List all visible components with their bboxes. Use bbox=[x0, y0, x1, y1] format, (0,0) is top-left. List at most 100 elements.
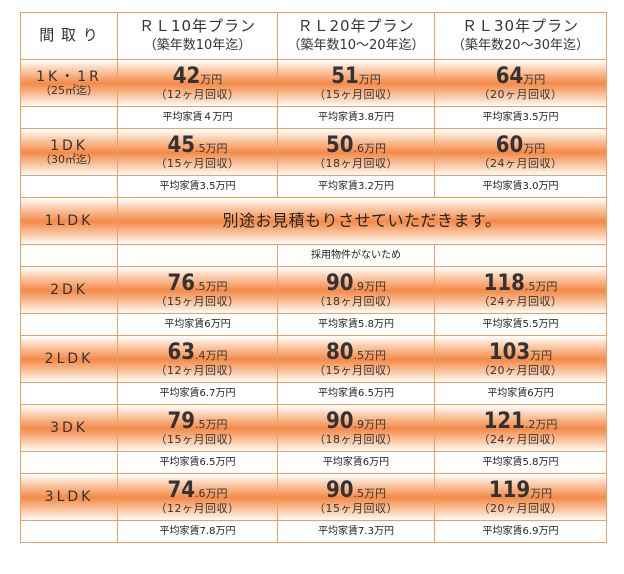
price-decimal: .5 bbox=[353, 487, 365, 501]
price-decimal: .6 bbox=[353, 142, 365, 156]
quote-message: 別途お見積もりさせていただきます。 bbox=[117, 197, 607, 245]
blank-cell bbox=[20, 175, 118, 198]
blank-cell bbox=[20, 382, 118, 405]
price-main: 76 bbox=[167, 271, 196, 297]
recovery-period: （15ヶ月回収） bbox=[155, 433, 240, 447]
price-main: 63 bbox=[167, 340, 196, 366]
layout-row-1ldk: 1LDK 別途お見積もりさせていただきます。 bbox=[20, 197, 607, 245]
average-rent-row: 平均家賃7.8万円 平均家賃7.3万円 平均家賃6.9万円 bbox=[20, 520, 607, 543]
average-rent: 平均家賃7.8万円 bbox=[117, 520, 278, 543]
price-cell: 76.5万円 （15ヶ月回収） bbox=[117, 266, 278, 314]
layout-type-cell: 3DK bbox=[20, 404, 118, 452]
plan-header: ＲＬ30年プラン （築年数20～30年迄） bbox=[434, 12, 607, 60]
price-cell: 90.9万円 （18ヶ月回収） bbox=[277, 266, 435, 314]
price-unit: 万円 bbox=[205, 418, 228, 432]
price-unit: 万円 bbox=[364, 349, 387, 363]
header-row: 間 取 り ＲＬ10年プラン （築年数10年迄） ＲＬ20年プラン （築年数10… bbox=[20, 12, 607, 60]
price-main: 80 bbox=[325, 340, 354, 366]
layout-type-cell: 1LDK bbox=[20, 197, 118, 245]
layout-header: 間 取 り bbox=[20, 12, 118, 60]
price-unit: 万円 bbox=[523, 142, 546, 156]
price-unit: 万円 bbox=[200, 73, 223, 87]
layout-type-cell: 2DK bbox=[20, 266, 118, 314]
average-rent: 平均家賃6.5万円 bbox=[277, 382, 435, 405]
price-cell: 45.5万円 （15ヶ月回収） bbox=[117, 128, 278, 176]
price-unit: 万円 bbox=[535, 418, 558, 432]
price-unit: 万円 bbox=[523, 73, 546, 87]
average-rent: 平均家賃４万円 bbox=[117, 106, 278, 129]
recovery-period: （12ヶ月回収） bbox=[155, 502, 240, 516]
average-rent: 平均家賃6.5万円 bbox=[117, 451, 278, 474]
price-main: 74 bbox=[167, 478, 196, 504]
average-rent: 平均家賃6万円 bbox=[117, 313, 278, 336]
average-rent: 平均家賃6.9万円 bbox=[434, 520, 607, 543]
price-decimal: .6 bbox=[195, 487, 206, 501]
price-cell: 118.5万円 （24ヶ月回収） bbox=[434, 266, 607, 314]
average-rent-row: 平均家賃3.5万円 平均家賃3.2万円 平均家賃3.0万円 bbox=[20, 175, 607, 198]
price-cell: 63.4万円 （12ヶ月回収） bbox=[117, 335, 278, 383]
price-cell: 60万円 （24ヶ月回収） bbox=[434, 128, 607, 176]
price-unit: 万円 bbox=[364, 142, 387, 156]
layout-area: （25㎡迄） bbox=[40, 83, 98, 97]
average-rent: 平均家賃6万円 bbox=[277, 451, 435, 474]
average-rent: 平均家賃3.2万円 bbox=[277, 175, 435, 198]
recovery-period: （20ヶ月回収） bbox=[478, 88, 563, 102]
price-main: 121 bbox=[483, 409, 525, 435]
price-decimal: .5 bbox=[353, 349, 365, 363]
price-cell: 121.2万円 （24ヶ月回収） bbox=[434, 404, 607, 452]
price-cell: 64万円 （20ヶ月回収） bbox=[434, 59, 607, 107]
note-row: 採用物件がないため bbox=[20, 244, 607, 267]
recovery-period: （24ヶ月回収） bbox=[478, 295, 563, 309]
average-rent: 平均家賃3.5万円 bbox=[434, 106, 607, 129]
recovery-period: （18ヶ月回収） bbox=[314, 295, 398, 309]
price-cell: 103万円 （20ヶ月回収） bbox=[434, 335, 607, 383]
blank-cell bbox=[20, 451, 118, 474]
layout-row: 3LDK 74.6万円 （12ヶ月回収） 90.5万円 （15ヶ月回収） 119万円 （20… bbox=[20, 473, 607, 521]
price-decimal: .9 bbox=[353, 280, 365, 294]
price-cell: 90.9万円 （18ヶ月回収） bbox=[277, 404, 435, 452]
price-decimal: .5 bbox=[195, 142, 206, 156]
plan-age: （築年数10年迄） bbox=[143, 37, 252, 53]
price-unit: 万円 bbox=[364, 418, 387, 432]
blank-cell bbox=[20, 520, 118, 543]
price-decimal: .5 bbox=[195, 280, 206, 294]
average-rent: 平均家賃6.7万円 bbox=[117, 382, 278, 405]
layout-type: 1DK bbox=[50, 137, 88, 154]
layout-type: 1K・1R bbox=[36, 68, 102, 85]
price-cell: 74.6万円 （12ヶ月回収） bbox=[117, 473, 278, 521]
blank-cell bbox=[434, 244, 607, 267]
average-rent: 平均家賃5.8万円 bbox=[434, 451, 607, 474]
recovery-period: （12ヶ月回収） bbox=[155, 364, 240, 378]
price-main: 103 bbox=[488, 340, 531, 366]
price-unit: 万円 bbox=[535, 280, 558, 294]
layout-type-cell: 3LDK bbox=[20, 473, 118, 521]
price-cell: 42万円 （12ヶ月回収） bbox=[117, 59, 278, 107]
price-decimal: .9 bbox=[353, 418, 365, 432]
average-rent: 平均家賃7.3万円 bbox=[277, 520, 435, 543]
price-main: 51 bbox=[331, 64, 359, 90]
layout-type: 3DK bbox=[50, 419, 88, 436]
recovery-period: （15ヶ月回収） bbox=[314, 502, 398, 516]
price-main: 118 bbox=[483, 271, 525, 297]
layout-type: 3LDK bbox=[44, 488, 94, 505]
blank-cell bbox=[20, 313, 118, 336]
average-rent-row: 平均家賃４万円 平均家賃3.8万円 平均家賃3.5万円 bbox=[20, 106, 607, 129]
layout-type-cell: 1K・1R （25㎡迄） bbox=[20, 59, 118, 107]
plan-age: （築年数20～30年迄） bbox=[451, 37, 590, 53]
price-unit: 万円 bbox=[205, 349, 228, 363]
layout-area: （30㎡迄） bbox=[40, 152, 98, 166]
price-unit: 万円 bbox=[205, 487, 228, 501]
no-property-note: 採用物件がないため bbox=[277, 244, 435, 267]
recovery-period: （20ヶ月回収） bbox=[478, 364, 563, 378]
layout-row: 3DK 79.5万円 （15ヶ月回収） 90.9万円 （18ヶ月回収） 121.2万円 （2… bbox=[20, 404, 607, 452]
layout-row: 1K・1R （25㎡迄） 42万円 （12ヶ月回収） 51万円 （15ヶ月回収） 64万円（… bbox=[20, 59, 607, 107]
recovery-period: （24ヶ月回収） bbox=[478, 433, 563, 447]
layout-type-cell: 2LDK bbox=[20, 335, 118, 383]
recovery-period: （15ヶ月回収） bbox=[314, 364, 398, 378]
blank-cell bbox=[117, 244, 278, 267]
plan-name: ＲＬ10年プラン bbox=[138, 17, 257, 36]
price-unit: 万円 bbox=[364, 280, 387, 294]
price-cell: 80.5万円 （15ヶ月回収） bbox=[277, 335, 435, 383]
price-decimal: .2 bbox=[524, 418, 536, 432]
layout-row: 2LDK 63.4万円 （12ヶ月回収） 80.5万円 （15ヶ月回収） 103万円 （20… bbox=[20, 335, 607, 383]
